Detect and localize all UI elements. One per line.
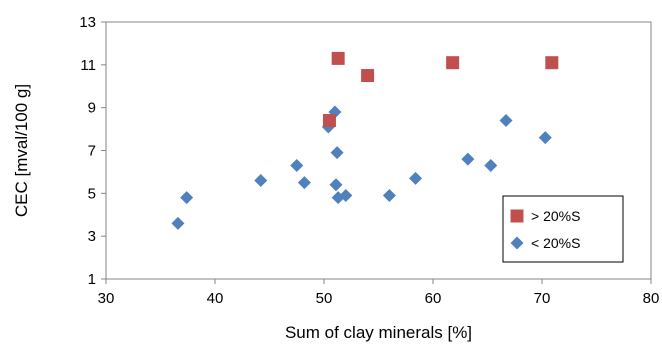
data-points	[171, 51, 559, 230]
data-point-diamond	[461, 152, 475, 166]
legend-marker	[510, 236, 524, 250]
data-point-diamond	[329, 178, 343, 192]
legend-label: < 20%S	[531, 235, 580, 251]
data-point-diamond	[297, 176, 311, 190]
legend-box	[502, 195, 624, 263]
x-tick-label: 40	[207, 290, 224, 307]
data-point-square	[331, 51, 345, 65]
data-point-square	[545, 56, 559, 70]
x-tick-label: 50	[316, 290, 333, 307]
x-tick-label: 30	[98, 290, 115, 307]
y-tick-label: 5	[88, 185, 96, 202]
data-point-square	[322, 114, 336, 128]
legend-label: > 20%S	[531, 208, 580, 224]
x-tick-label: 70	[534, 290, 551, 307]
x-axis-title: Sum of clay minerals [%]	[285, 323, 472, 342]
y-tick-label: 13	[79, 14, 96, 31]
data-point-diamond	[484, 158, 498, 172]
axes	[101, 21, 652, 284]
legend: > 20%S < 20%S	[502, 195, 624, 263]
data-point-diamond	[382, 188, 396, 202]
y-tick-label: 9	[88, 100, 96, 117]
y-axis-title: CEC [mval/100 g]	[12, 84, 31, 217]
data-point-square	[446, 56, 460, 70]
y-tick-label: 1	[88, 271, 96, 288]
y-tick-label: 7	[88, 143, 96, 160]
data-point-diamond	[409, 171, 423, 185]
data-point-diamond	[290, 158, 304, 172]
data-point-diamond	[254, 173, 268, 187]
data-point-diamond	[499, 114, 513, 128]
data-point-diamond	[180, 191, 194, 205]
y-tick-label: 11	[80, 57, 96, 74]
data-point-diamond	[339, 188, 353, 202]
legend-marker	[510, 209, 524, 223]
y-tick-label: 3	[88, 228, 96, 245]
data-point-diamond	[171, 216, 185, 230]
x-tick-label: 80	[643, 290, 660, 307]
data-point-square	[361, 69, 375, 83]
x-tick-label: 60	[425, 290, 442, 307]
data-point-diamond	[538, 131, 552, 145]
data-point-diamond	[330, 146, 344, 160]
